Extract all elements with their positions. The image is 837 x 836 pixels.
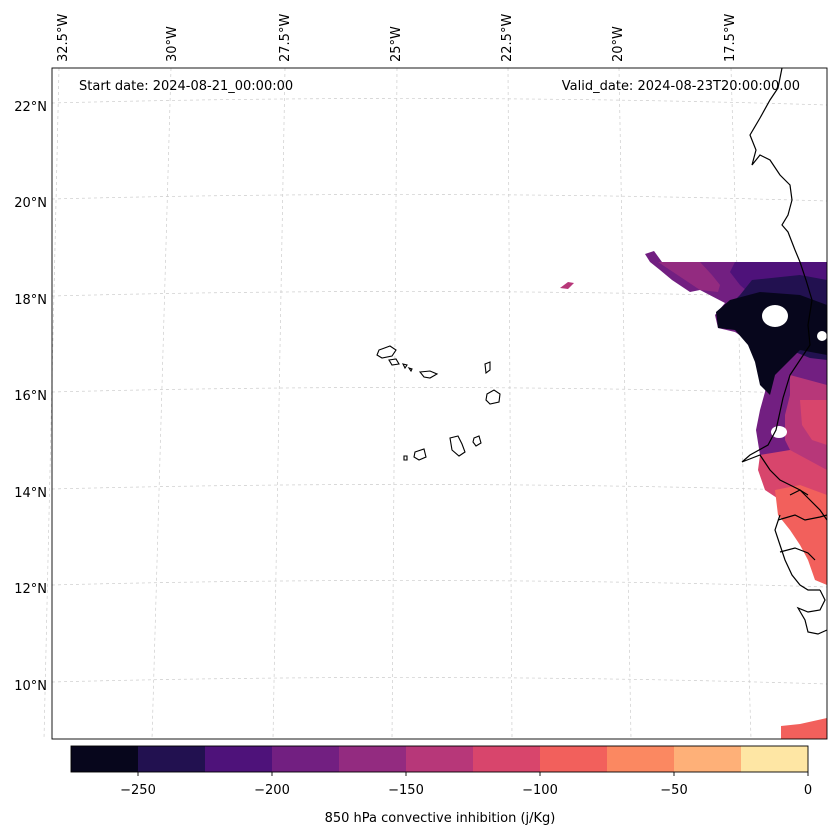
- colorbar-swatch: [540, 746, 607, 772]
- contour-salmon: [775, 485, 827, 585]
- cin-contours: [560, 251, 827, 739]
- contour-rose: [800, 400, 827, 445]
- colorbar-swatch: [71, 746, 138, 772]
- coastlines: [741, 67, 828, 635]
- lon-label: 32.5°W: [56, 14, 71, 62]
- contour-light-salmon: [781, 718, 827, 739]
- colorbar-ticks: −250 −200 −150 −100 −50 0: [120, 783, 812, 798]
- lat-label: 18°N: [14, 293, 47, 308]
- valid-date-annotation: Valid_date: 2024-08-23T20:00:00.00: [562, 79, 800, 94]
- longitude-labels: 32.5°W 30°W 27.5°W 25°W 22.5°W 20°W 17.5…: [56, 14, 738, 62]
- contour-speck: [560, 282, 574, 289]
- colorbar-swatch: [473, 746, 540, 772]
- colorbar-swatch: [272, 746, 339, 772]
- colorbar-tick-label: −100: [522, 783, 558, 798]
- latitude-labels: 22°N 20°N 18°N 16°N 14°N 12°N 10°N: [14, 100, 47, 694]
- colorbar-border: [70, 745, 809, 773]
- lon-label: 27.5°W: [278, 14, 293, 62]
- lat-label: 10°N: [14, 679, 47, 694]
- colorbar-tick-label: −150: [388, 783, 424, 798]
- colorbar-swatch: [406, 746, 473, 772]
- contour-black: [716, 292, 827, 395]
- lon-label: 25°W: [389, 26, 404, 62]
- colorbar-swatch: [674, 746, 741, 772]
- lon-label: 17.5°W: [723, 14, 738, 62]
- contour-purple-light: [658, 262, 720, 292]
- map-background: [52, 68, 827, 739]
- islands: [376, 345, 501, 461]
- map-frame: [51, 67, 828, 740]
- lat-label: 20°N: [14, 196, 47, 211]
- lat-label: 14°N: [14, 486, 47, 501]
- colorbar-swatch: [741, 746, 808, 772]
- colorbar-tick-label: −250: [120, 783, 156, 798]
- colorbar-swatch: [205, 746, 272, 772]
- colorbar-tick-label: −200: [254, 783, 290, 798]
- gridlines: [43, 67, 828, 740]
- lat-label: 12°N: [14, 582, 47, 597]
- colorbar: [70, 745, 809, 776]
- lat-label: 16°N: [14, 389, 47, 404]
- start-date-annotation: Start date: 2024-08-21_00:00:00: [79, 79, 293, 94]
- colorbar-tick-label: 0: [804, 783, 812, 798]
- colorbar-swatch: [607, 746, 674, 772]
- colorbar-label: 850 hPa convective inhibition (j/Kg): [325, 811, 556, 826]
- colorbar-swatch: [138, 746, 205, 772]
- lon-label: 22.5°W: [500, 14, 515, 62]
- lon-label: 30°W: [165, 26, 180, 62]
- lat-label: 22°N: [14, 100, 47, 115]
- lon-label: 20°W: [611, 26, 626, 62]
- colorbar-tick-label: −50: [660, 783, 687, 798]
- colorbar-swatch: [339, 746, 406, 772]
